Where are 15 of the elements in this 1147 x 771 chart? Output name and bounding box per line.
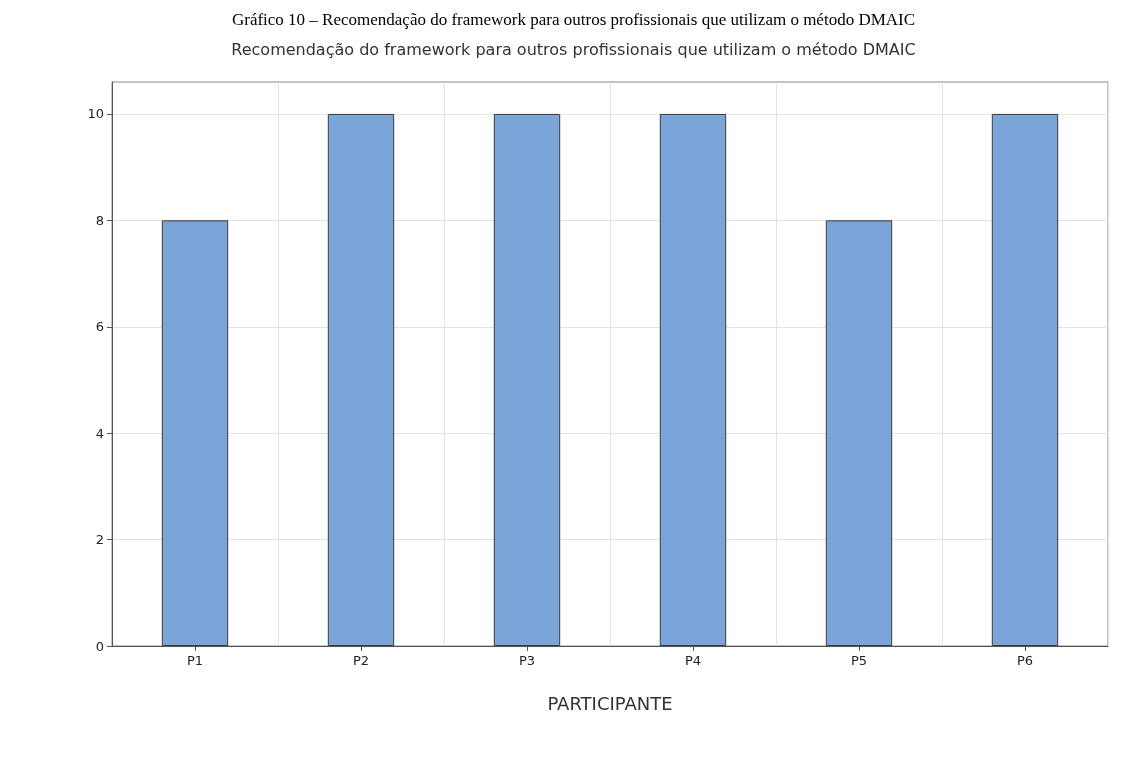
x-tick-label: P2 xyxy=(352,653,370,668)
y-tick-label: 2 xyxy=(95,532,104,548)
chart-title: Recomendação do framework para outros profissionais que utilizam o método DMAIC xyxy=(231,39,916,59)
x-axis-title: PARTICIPANTE xyxy=(547,692,673,714)
x-tick-label: P6 xyxy=(1016,653,1034,668)
x-tick-label: P1 xyxy=(186,653,204,668)
x-tick-label: P5 xyxy=(850,653,868,668)
y-tick-label: 6 xyxy=(95,319,104,335)
x-tick-label: P4 xyxy=(684,653,702,668)
text: Gráfico 10 – Recomendação do framework para outros profissionais que utilizam o método DMAIC xyxy=(231,10,916,29)
y-tick-label: 4 xyxy=(95,425,104,441)
x-tick-label: P3 xyxy=(518,653,536,668)
y-tick-label: 10 xyxy=(87,106,104,122)
y-tick-label: 8 xyxy=(95,212,104,228)
y-tick-label: 0 xyxy=(95,638,104,654)
